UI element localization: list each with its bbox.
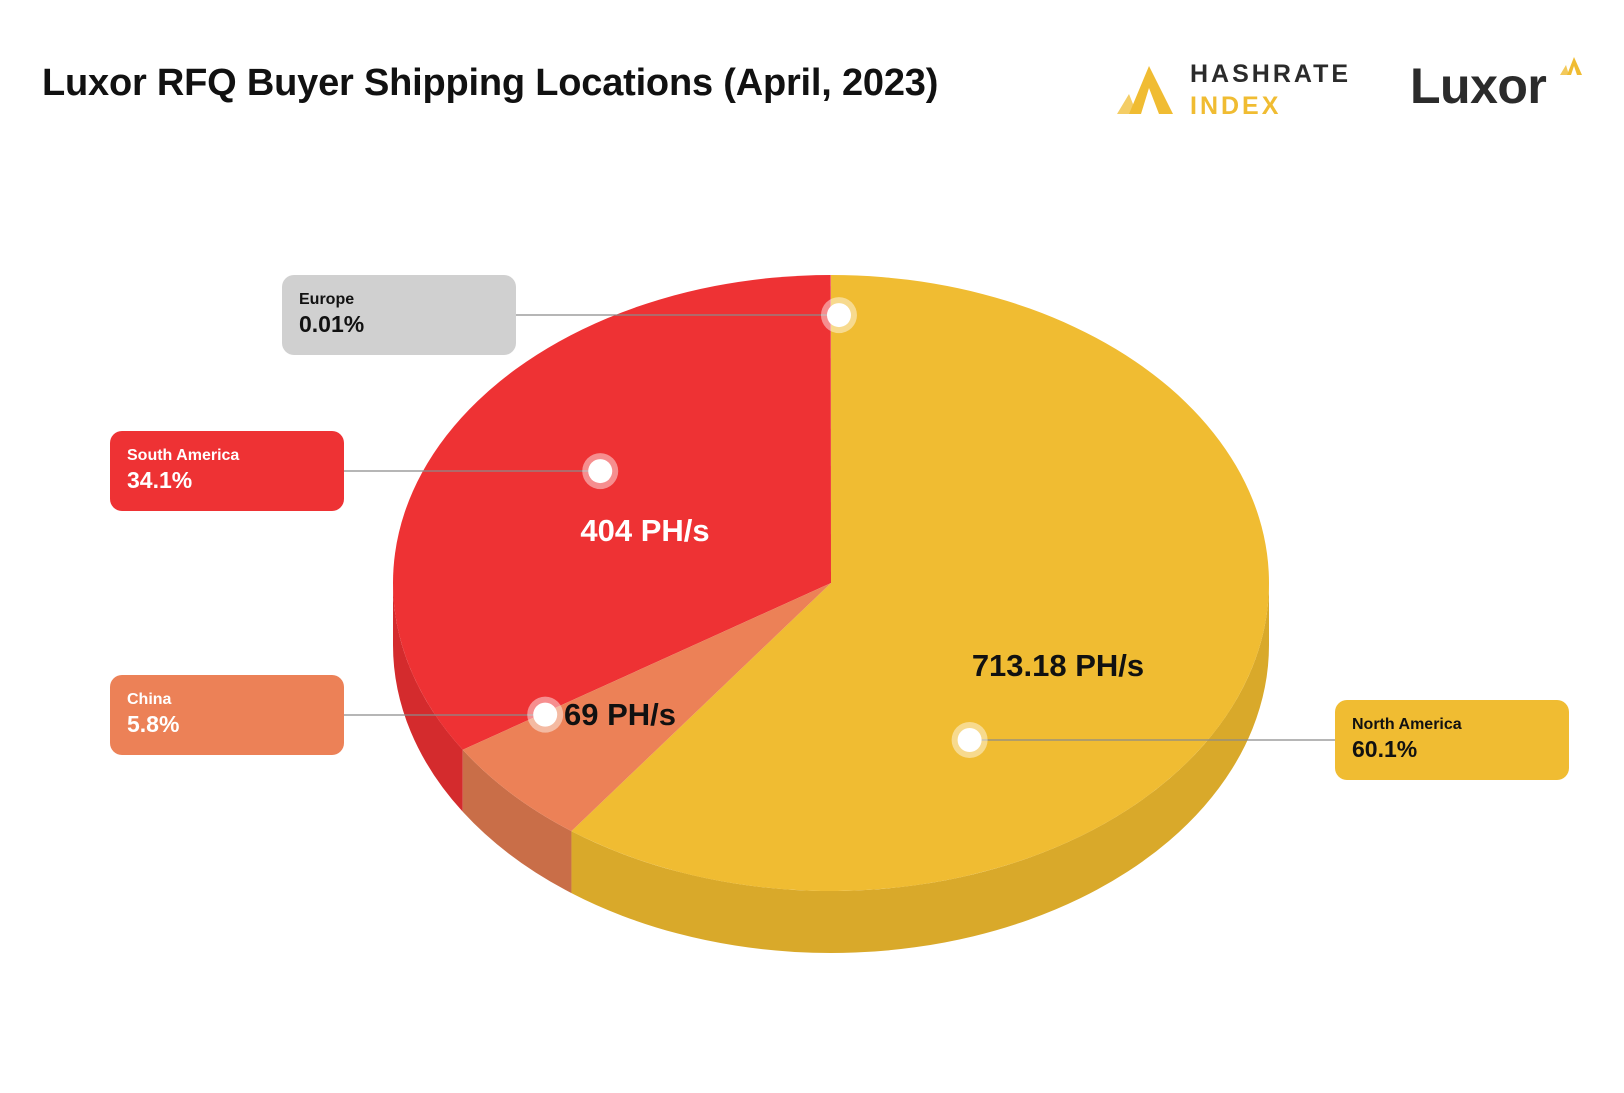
luxor-word: Luxor	[1410, 58, 1547, 114]
europe-label-box: Europe 0.01%	[282, 275, 516, 356]
europe-marker	[820, 297, 857, 334]
south-america-percent: 34.1%	[127, 467, 193, 494]
south-america-label-box: South America 34.1%	[110, 431, 344, 512]
south-america-name: South America	[127, 447, 240, 465]
north-america-slice-side	[571, 583, 1269, 953]
hashrate-index-logo: HASHRATE INDEX	[1115, 58, 1365, 124]
hashrate-word: HASHRATE	[1190, 60, 1352, 88]
north-america-percent: 60.1%	[1352, 736, 1418, 762]
china-value-label: 69 PH/s	[564, 697, 676, 732]
china-slice-side	[462, 749, 572, 894]
north-america-name: North America	[1352, 716, 1462, 733]
china-percent: 5.8%	[127, 710, 180, 737]
north-america-value-label: 713.18 PH/s	[972, 648, 1144, 683]
china-marker	[527, 696, 564, 733]
south-america-marker	[582, 453, 619, 490]
south-america-value-label: 404 PH/s	[580, 513, 709, 548]
north-america-slice	[571, 275, 1269, 891]
chart-title: Luxor RFQ Buyer Shipping Locations (Apri…	[42, 62, 939, 104]
china-label-box: China 5.8%	[110, 674, 344, 755]
south-america-slice	[392, 275, 831, 750]
china-name: China	[127, 690, 172, 708]
index-word: INDEX	[1190, 92, 1282, 120]
north-america-label-box: North America 60.1%	[1335, 700, 1569, 780]
luxor-mark-icon	[1560, 57, 1582, 75]
hashrate-index-mark-icon	[1117, 66, 1173, 114]
south-america-slice-side	[393, 583, 463, 812]
europe-percent: 0.01%	[299, 311, 365, 338]
europe-name: Europe	[299, 291, 355, 309]
luxor-logo: Luxor	[1410, 55, 1590, 125]
china-slice	[462, 583, 831, 832]
north-america-marker	[951, 722, 988, 759]
